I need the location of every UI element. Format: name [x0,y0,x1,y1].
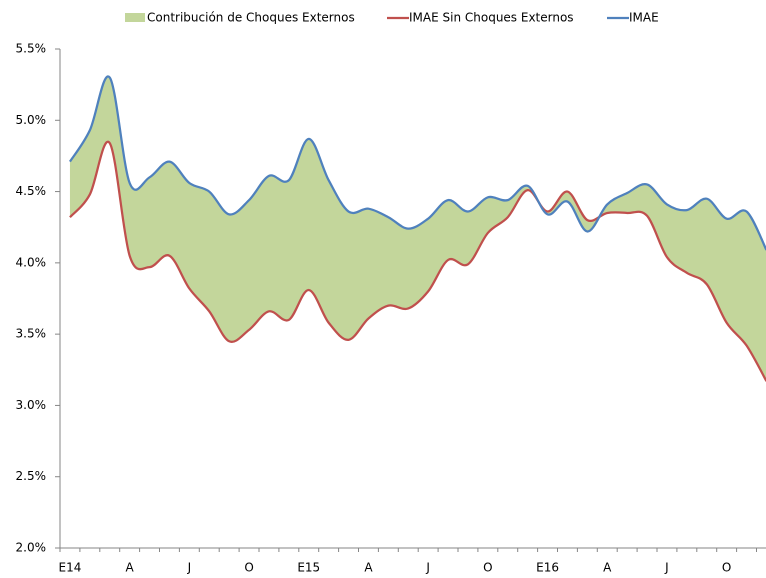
x-tick-label: E15 [297,561,320,575]
x-tick-label: E14 [59,561,82,575]
y-tick-label: 2.0% [16,541,47,555]
x-tick-label: J [425,561,430,575]
y-tick-label: 5.5% [16,42,47,56]
line [69,140,766,382]
area [69,76,766,381]
x-tick-label: E16 [536,561,559,575]
y-tick-label: 3.0% [16,398,47,412]
x-tick-label: O [722,561,731,575]
legend-swatch [125,13,145,22]
y-tick-label: 5.0% [16,113,47,127]
y-tick-label: 3.5% [16,327,47,341]
x-tick-label: A [364,561,373,575]
x-tick-label: O [483,561,492,575]
legend-label: IMAE [629,11,659,25]
legend-label: Contribución de Choques Externos [147,11,355,25]
x-tick-label: O [244,561,253,575]
y-tick-label: 4.5% [16,184,47,198]
y-tick-label: 4.0% [16,255,47,269]
x-tick-label: A [603,561,612,575]
x-tick-label: J [664,561,669,575]
x-tick-label: J [187,561,192,575]
x-tick-label: A [126,561,135,575]
line [69,75,766,251]
legend-label: IMAE Sin Choques Externos [409,11,574,25]
y-tick-label: 2.5% [16,469,47,483]
